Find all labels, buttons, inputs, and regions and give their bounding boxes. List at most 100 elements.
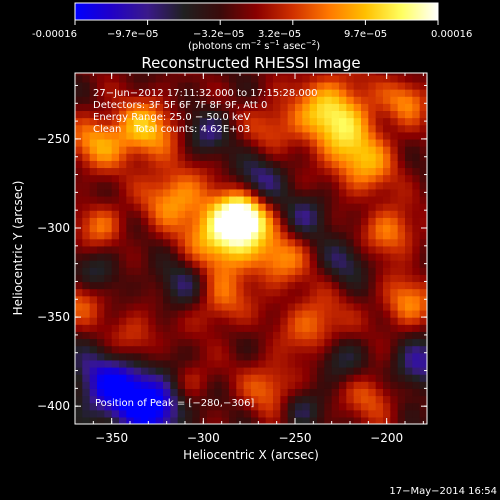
image-pixel <box>317 338 325 347</box>
image-pixel <box>397 131 406 140</box>
image-pixel <box>141 302 149 311</box>
image-pixel <box>170 181 179 190</box>
image-pixel <box>221 188 230 197</box>
image-pixel <box>243 96 252 104</box>
image-pixel <box>302 260 311 268</box>
image-pixel <box>251 117 259 126</box>
image-pixel <box>273 245 281 254</box>
image-pixel <box>251 110 259 119</box>
image-pixel <box>353 374 362 382</box>
image-pixel <box>185 395 193 404</box>
image-pixel <box>361 231 369 240</box>
image-pixel <box>97 309 105 318</box>
image-pixel <box>302 274 311 283</box>
image-pixel <box>163 174 171 183</box>
image-pixel <box>199 374 208 382</box>
image-pixel <box>419 252 427 261</box>
image-pixel <box>119 416 127 424</box>
image-pixel <box>229 188 237 197</box>
image-pixel <box>390 267 399 275</box>
image-pixel <box>170 124 179 133</box>
image-pixel <box>133 89 142 97</box>
image-pixel <box>258 359 267 368</box>
image-pixel <box>97 338 105 347</box>
image-pixel <box>119 174 127 183</box>
image-pixel <box>148 252 157 261</box>
image-pixel <box>346 174 355 183</box>
image-pixel <box>339 203 347 211</box>
image-pixel <box>141 345 149 354</box>
image-pixel <box>368 174 377 183</box>
image-pixel <box>412 103 421 112</box>
image-pixel <box>155 274 164 283</box>
image-pixel <box>368 131 377 140</box>
image-pixel <box>148 181 157 190</box>
image-pixel <box>309 317 318 325</box>
image-pixel <box>375 281 384 290</box>
image-pixel <box>97 295 105 304</box>
image-pixel <box>273 395 281 404</box>
image-pixel <box>221 352 230 361</box>
image-pixel <box>82 245 91 254</box>
image-pixel <box>295 288 303 297</box>
image-pixel <box>339 309 347 318</box>
image-pixel <box>214 416 223 424</box>
image-pixel <box>170 366 179 375</box>
image-pixel <box>75 345 83 354</box>
image-pixel <box>214 245 223 254</box>
image-pixel <box>339 388 347 397</box>
image-pixel <box>287 74 296 83</box>
image-pixel <box>353 295 362 304</box>
image-pixel <box>317 381 325 389</box>
image-pixel <box>375 317 384 325</box>
image-pixel <box>405 295 413 304</box>
image-pixel <box>170 359 179 368</box>
image-pixel <box>405 374 413 382</box>
image-pixel <box>317 324 325 332</box>
image-pixel <box>368 224 377 233</box>
image-pixel <box>155 96 164 104</box>
image-pixel <box>82 188 91 197</box>
image-pixel <box>185 73 193 76</box>
image-pixel <box>397 238 406 247</box>
image-pixel <box>390 195 399 204</box>
image-pixel <box>163 402 171 411</box>
image-pixel <box>75 210 83 218</box>
image-pixel <box>104 295 113 304</box>
image-pixel <box>155 395 164 404</box>
image-pixel <box>412 345 421 354</box>
image-pixel <box>302 224 311 233</box>
image-pixel <box>309 302 318 311</box>
image-pixel <box>265 103 274 112</box>
image-pixel <box>75 317 83 325</box>
image-pixel <box>207 224 215 233</box>
image-pixel <box>309 274 318 283</box>
image-pixel <box>419 409 427 418</box>
image-pixel <box>375 309 384 318</box>
image-pixel <box>126 174 135 183</box>
image-pixel <box>317 146 325 154</box>
image-pixel <box>273 195 281 204</box>
image-pixel <box>207 160 215 169</box>
image-pixel <box>111 73 120 76</box>
image-pixel <box>119 338 127 347</box>
image-pixel <box>346 331 355 340</box>
image-pixel <box>383 295 391 304</box>
image-pixel <box>82 73 91 76</box>
image-pixel <box>317 224 325 233</box>
image-pixel <box>119 96 127 104</box>
image-pixel <box>214 295 223 304</box>
image-pixel <box>287 352 296 361</box>
image-pixel <box>309 117 318 126</box>
image-pixel <box>207 245 215 254</box>
image-pixel <box>324 167 333 176</box>
image-pixel <box>89 195 98 204</box>
image-pixel <box>412 131 421 140</box>
image-pixel <box>412 73 421 76</box>
image-pixel <box>309 260 318 268</box>
image-pixel <box>185 281 193 290</box>
image-pixel <box>126 395 135 404</box>
image-pixel <box>419 260 427 268</box>
image-pixel <box>221 153 230 161</box>
image-pixel <box>353 138 362 147</box>
